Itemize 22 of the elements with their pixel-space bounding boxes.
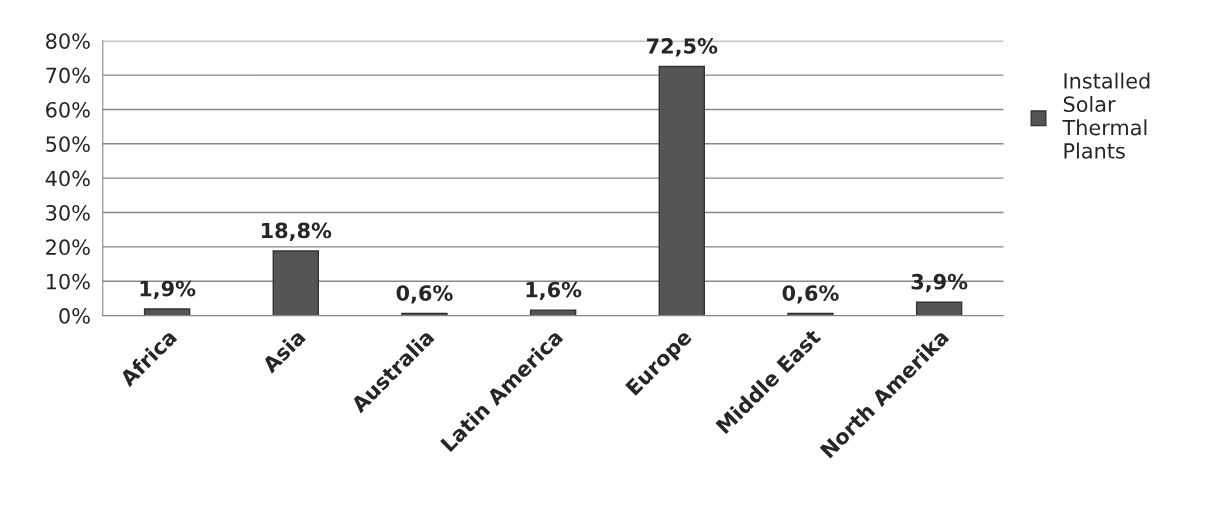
data-label: 0,6% (396, 285, 453, 304)
bar (915, 301, 963, 316)
y-tick-label: 30% (46, 204, 90, 221)
y-tick-label: 40% (45, 170, 90, 187)
bar (143, 308, 191, 316)
legend-label: Installed Solar Thermal Plants (1062, 72, 1150, 159)
y-tick-label: 80% (46, 33, 90, 49)
data-label: 3,9% (911, 273, 968, 293)
data-label: 18,8% (261, 222, 332, 242)
bar (658, 65, 706, 316)
bar (529, 309, 577, 316)
y-tick-label: 0% (59, 308, 90, 324)
data-label: 0,6% (782, 285, 839, 304)
y-tick-label: 10% (46, 273, 90, 290)
y-tick-label: 60% (46, 101, 90, 118)
y-tick-label: 20% (46, 239, 90, 256)
y-tick-label: 50% (46, 136, 90, 152)
y-tick-label: 70% (46, 67, 90, 84)
data-label: 1,6% (526, 281, 582, 301)
data-label: 1,9% (140, 280, 196, 300)
data-label: 72,5% (647, 38, 718, 57)
bar (272, 250, 319, 316)
